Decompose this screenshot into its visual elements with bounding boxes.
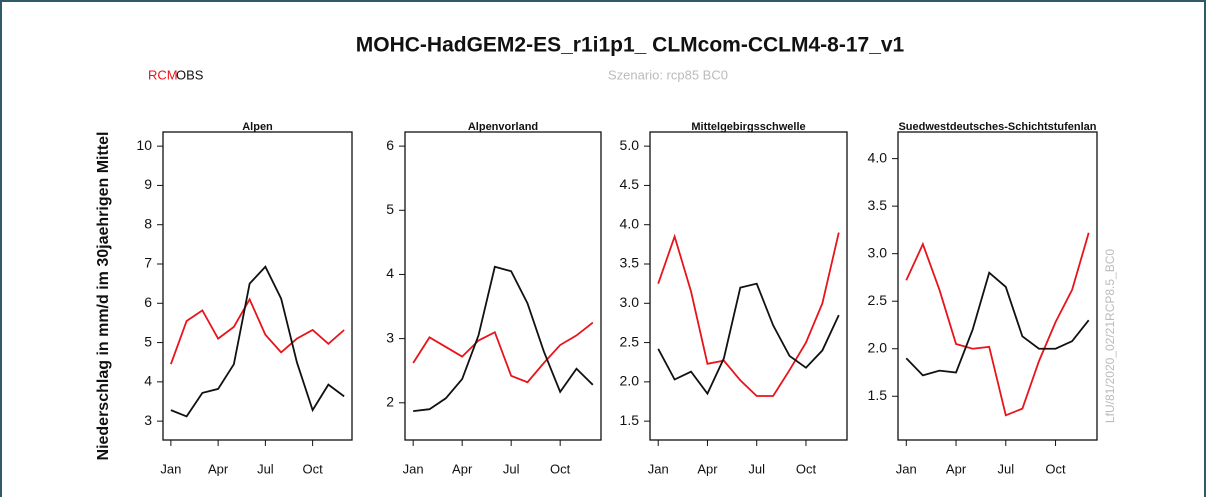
plot-box [897, 131, 1098, 441]
x-tick-label: Jan [403, 461, 424, 476]
panel-title: Mittelgebirgsschwelle [691, 121, 805, 133]
y-tick-label: 4 [144, 373, 152, 389]
y-tick-label: 4.0 [620, 215, 640, 231]
data-line [170, 265, 345, 418]
y-tick-label: 2.5 [868, 292, 888, 308]
credit: LfU/81/2020_02/21RCP8.5_BC0 [1103, 249, 1117, 423]
y-axis-label: Niederschlag in mm/d im 30jaehrigen Mitt… [95, 132, 112, 461]
y-tick-label: 3 [386, 329, 394, 345]
legend-obs: OBS [176, 67, 204, 82]
y-tick-label: 3.5 [868, 197, 888, 213]
x-tick-label: Apr [452, 461, 473, 476]
y-tick-label: 5.0 [620, 137, 640, 153]
x-tick-label: Apr [697, 461, 718, 476]
y-tick-label: 3.0 [620, 294, 640, 310]
y-tick-label: 5 [386, 201, 394, 217]
y-tick-label: 1.5 [620, 412, 640, 428]
data-line [905, 271, 1090, 377]
x-tick-label: Oct [303, 461, 324, 476]
x-tick-label: Oct [550, 461, 571, 476]
scenario: Szenario: rcp85 BC0 [608, 67, 728, 82]
y-tick-label: 1.5 [868, 387, 888, 403]
main-title: MOHC-HadGEM2-ES_r1i1p1_ CLMcom-CCLM4-8-1… [356, 34, 905, 57]
panel-title: Alpen [242, 121, 273, 133]
panel-title: Alpenvorland [468, 121, 538, 133]
data-line [412, 321, 594, 384]
y-tick-label: 10 [136, 137, 152, 153]
data-line [657, 282, 840, 396]
plot-box [162, 131, 353, 441]
data-line [657, 232, 840, 397]
x-tick-label: Jul [257, 461, 274, 476]
y-tick-label: 8 [144, 215, 152, 231]
y-tick-label: 7 [144, 255, 152, 271]
y-tick-label: 2 [386, 393, 394, 409]
x-tick-label: Jan [648, 461, 669, 476]
data-line [905, 232, 1090, 417]
y-tick-label: 4.5 [620, 176, 640, 192]
y-tick-label: 4.0 [868, 149, 888, 165]
y-tick-label: 9 [144, 176, 152, 192]
y-tick-label: 6 [386, 137, 394, 153]
x-tick-label: Jul [503, 461, 520, 476]
x-tick-label: Jan [896, 461, 917, 476]
x-tick-label: Oct [1045, 461, 1066, 476]
y-tick-label: 2.0 [620, 373, 640, 389]
y-tick-label: 3.5 [620, 255, 640, 271]
y-tick-label: 2.0 [868, 339, 888, 355]
y-tick-label: 4 [386, 265, 394, 281]
panel-title: Suedwestdeutsches-Schichtstufenlan [898, 121, 1096, 133]
y-tick-label: 3 [144, 412, 152, 428]
y-tick-label: 6 [144, 294, 152, 310]
x-tick-label: Jan [160, 461, 181, 476]
plot-box [404, 131, 602, 441]
x-tick-label: Apr [946, 461, 967, 476]
x-tick-label: Oct [796, 461, 817, 476]
data-line [170, 297, 345, 365]
x-tick-label: Jul [997, 461, 1014, 476]
y-tick-label: 5 [144, 333, 152, 349]
plot-box [649, 131, 848, 441]
x-tick-label: Jul [748, 461, 765, 476]
x-tick-label: Apr [208, 461, 229, 476]
y-tick-label: 3.0 [868, 244, 888, 260]
data-line [413, 265, 594, 413]
y-tick-label: 2.5 [620, 333, 640, 349]
legend-rcm: RCM [148, 67, 178, 82]
